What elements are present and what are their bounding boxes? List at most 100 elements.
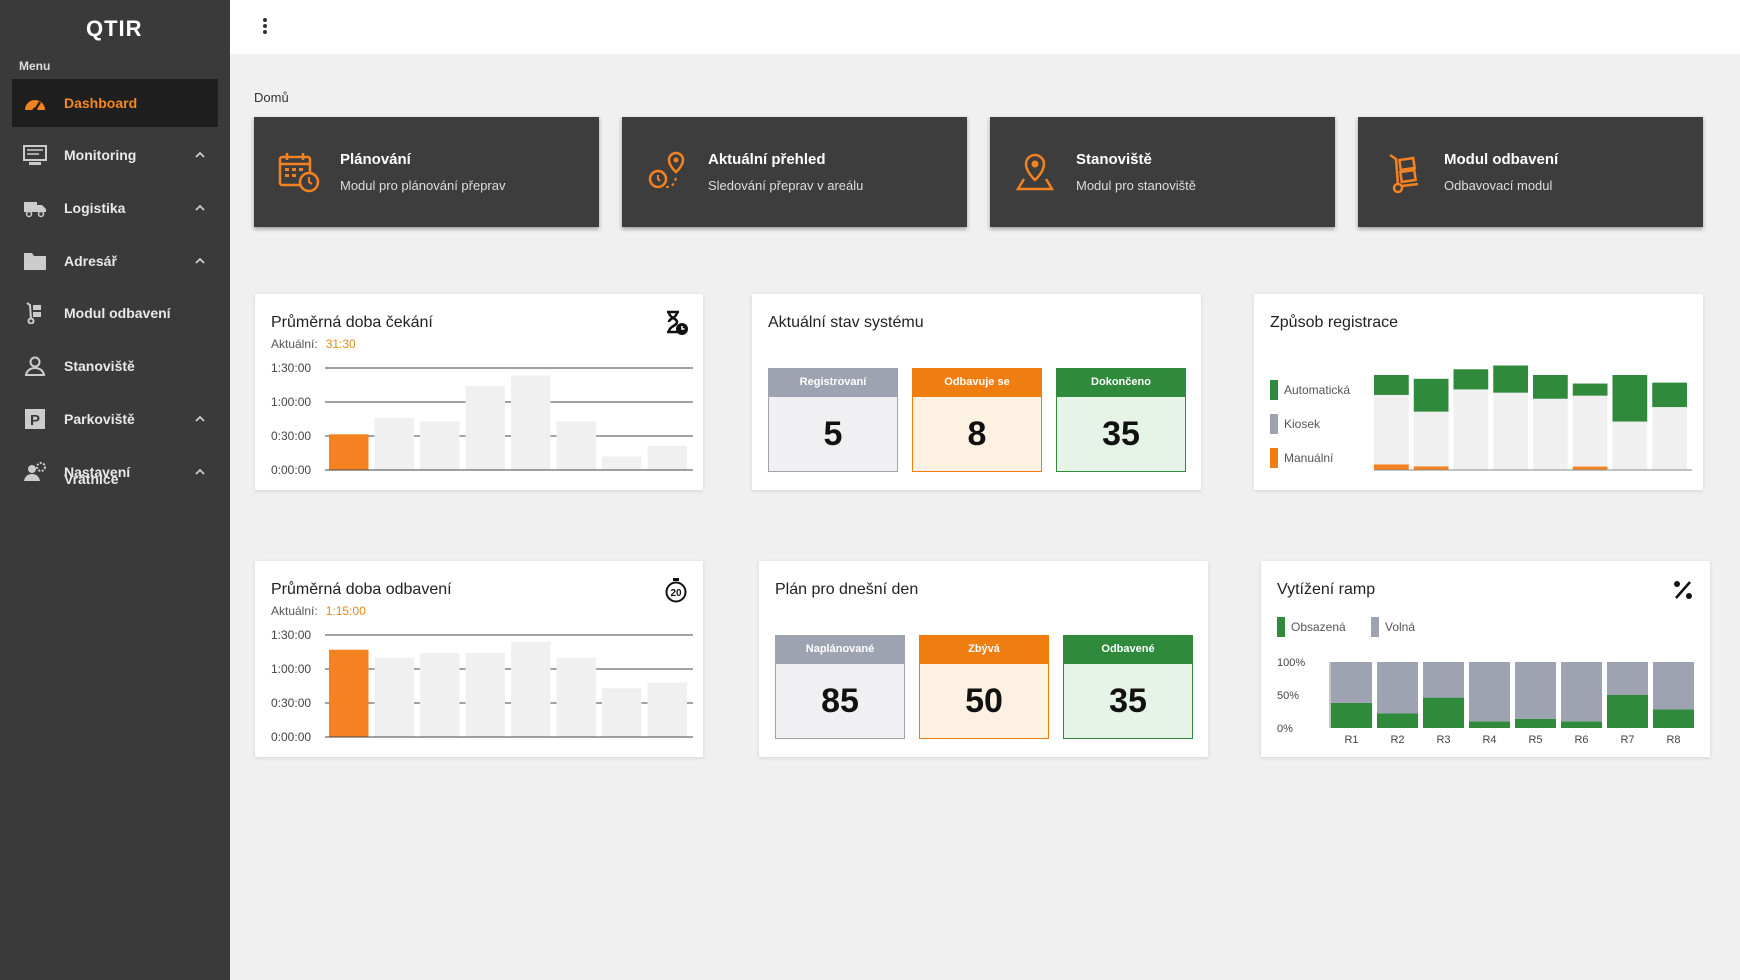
legend-item[interactable]: Automatická <box>1270 380 1350 400</box>
sidebar-item-modul-odbaven-[interactable]: Modul odbavení <box>12 289 218 337</box>
bar-segment-automatická[interactable] <box>1413 378 1449 412</box>
legend-item[interactable]: Volná <box>1371 617 1415 637</box>
bar[interactable] <box>329 649 369 737</box>
sidebar-item-dashboard[interactable]: Dashboard <box>12 79 218 127</box>
sidebar-item-parkovi-t-[interactable]: P Parkoviště <box>12 395 218 443</box>
sidebar-item-logistika[interactable]: Logistika <box>12 184 218 232</box>
bar[interactable] <box>329 434 369 470</box>
chevron-up-icon[interactable] <box>192 467 208 478</box>
hand-truck-icon <box>22 301 48 325</box>
sidebar-item-label: Adresář <box>64 253 117 269</box>
bar[interactable] <box>374 657 415 737</box>
bar-segment-kiosek[interactable] <box>1652 407 1687 470</box>
chevron-up-icon[interactable] <box>192 256 208 267</box>
person-pin-icon <box>22 354 48 378</box>
calendar-clock-icon <box>278 153 320 193</box>
tile-planning[interactable]: Plánování Modul pro plánování přeprav <box>254 117 599 227</box>
bar-occupied[interactable] <box>1607 695 1648 728</box>
bar[interactable] <box>420 421 460 470</box>
stat-odbaven-[interactable]: Odbavené 35 <box>1063 635 1193 739</box>
bar[interactable] <box>374 417 415 470</box>
bar-segment-manuální[interactable] <box>1413 466 1449 470</box>
sidebar-item-monitoring[interactable]: Monitoring <box>12 131 218 179</box>
bar-segment-kiosek[interactable] <box>1374 394 1409 465</box>
legend-swatch <box>1270 448 1278 468</box>
stat-registrovan-[interactable]: Registrovaní 5 <box>768 368 898 472</box>
bar-segment-automatická[interactable] <box>1374 375 1409 395</box>
chevron-up-icon[interactable] <box>192 150 208 161</box>
legend-item[interactable]: Manuální <box>1270 448 1333 468</box>
bar[interactable] <box>420 653 460 737</box>
bar-free[interactable] <box>1331 662 1372 703</box>
bar-occupied[interactable] <box>1515 718 1556 728</box>
legend-item[interactable]: Kiosek <box>1270 414 1320 434</box>
bar-occupied[interactable] <box>1331 702 1372 728</box>
bar-free[interactable] <box>1423 662 1464 698</box>
hourglass-clock-icon <box>667 310 688 335</box>
bar-free[interactable] <box>1653 662 1694 710</box>
bar-segment-automatická[interactable] <box>1612 375 1648 422</box>
tile-overview[interactable]: Aktuální přehled Sledování přeprav v areá… <box>622 117 967 227</box>
bar-free[interactable] <box>1515 662 1556 719</box>
bar-segment-kiosek[interactable] <box>1533 398 1568 470</box>
sidebar-overlap-label: Vrátnice <box>64 471 119 487</box>
bar[interactable] <box>556 421 597 470</box>
tile-stations[interactable]: Stanoviště Modul pro stanoviště <box>990 117 1335 227</box>
bar-segment-automatická[interactable] <box>1533 375 1568 399</box>
bar-occupied[interactable] <box>1423 697 1464 728</box>
bar[interactable] <box>602 456 642 470</box>
legend-swatch <box>1270 414 1278 434</box>
bar-segment-automatická[interactable] <box>1493 365 1528 393</box>
bar[interactable] <box>511 375 551 470</box>
card-title: Aktuální stav systému <box>768 314 924 331</box>
bar-occupied[interactable] <box>1561 721 1602 728</box>
bar-free[interactable] <box>1469 662 1510 722</box>
bar[interactable] <box>647 445 688 470</box>
monitor-icon <box>22 143 48 167</box>
stat-label: Dokončeno <box>1056 368 1186 396</box>
bar-segment-kiosek[interactable] <box>1612 421 1648 470</box>
bar-free[interactable] <box>1607 662 1648 695</box>
bar[interactable] <box>602 688 642 737</box>
sidebar-item-stanovi-t-[interactable]: Stanoviště <box>12 342 218 390</box>
bar[interactable] <box>465 653 506 737</box>
bar-segment-kiosek[interactable] <box>1453 389 1489 470</box>
bar-segment-kiosek[interactable] <box>1493 392 1528 470</box>
tile-handling[interactable]: Modul odbavení Odbavovací modul <box>1358 117 1703 227</box>
bar-segment-manuální[interactable] <box>1374 464 1409 470</box>
stat-napl-novan-[interactable]: Naplánované 85 <box>775 635 905 739</box>
chevron-up-icon[interactable] <box>192 203 208 214</box>
bar[interactable] <box>511 641 551 737</box>
stat-dokon-eno[interactable]: Dokončeno 35 <box>1056 368 1186 472</box>
sidebar-item-nastaven-[interactable]: Nastavení Vrátnice <box>12 448 218 496</box>
bar-occupied[interactable] <box>1653 709 1694 728</box>
sidebar-item-text: Nastavení <box>64 464 131 480</box>
bar-free[interactable] <box>1561 662 1602 722</box>
bar-segment-kiosek[interactable] <box>1572 395 1608 467</box>
parking-icon: P <box>22 407 48 431</box>
sidebar-item-adres-[interactable]: Adresář <box>12 237 218 285</box>
card-system-status: Aktuální stav systému Registrovaní 5 Odbav… <box>752 294 1201 490</box>
legend-label: Kiosek <box>1284 417 1321 431</box>
bar-segment-automatická[interactable] <box>1572 383 1608 396</box>
more-options-icon[interactable] <box>262 18 268 34</box>
bar-segment-automatická[interactable] <box>1453 369 1489 390</box>
y-tick-label: 1:30:00 <box>271 628 311 642</box>
app-logo[interactable]: QTIR <box>86 16 143 41</box>
breadcrumb[interactable]: Domů <box>254 90 289 105</box>
bar[interactable] <box>465 386 506 470</box>
bar-segment-kiosek[interactable] <box>1413 411 1449 467</box>
bar-occupied[interactable] <box>1377 713 1418 728</box>
current-label: Aktuální: <box>271 604 318 618</box>
bar-free[interactable] <box>1377 662 1418 714</box>
bar-segment-automatická[interactable] <box>1652 382 1687 408</box>
bar-segment-manuální[interactable] <box>1572 466 1608 470</box>
card-title: Průměrná doba odbavení <box>271 581 452 598</box>
bar[interactable] <box>647 682 688 737</box>
stat-zb-v-[interactable]: Zbývá 50 <box>919 635 1049 739</box>
bar-occupied[interactable] <box>1469 721 1510 728</box>
chevron-up-icon[interactable] <box>192 414 208 425</box>
bar[interactable] <box>556 657 597 737</box>
stat-odbavuje-se[interactable]: Odbavuje se 8 <box>912 368 1042 472</box>
legend-item[interactable]: Obsazená <box>1277 617 1346 637</box>
